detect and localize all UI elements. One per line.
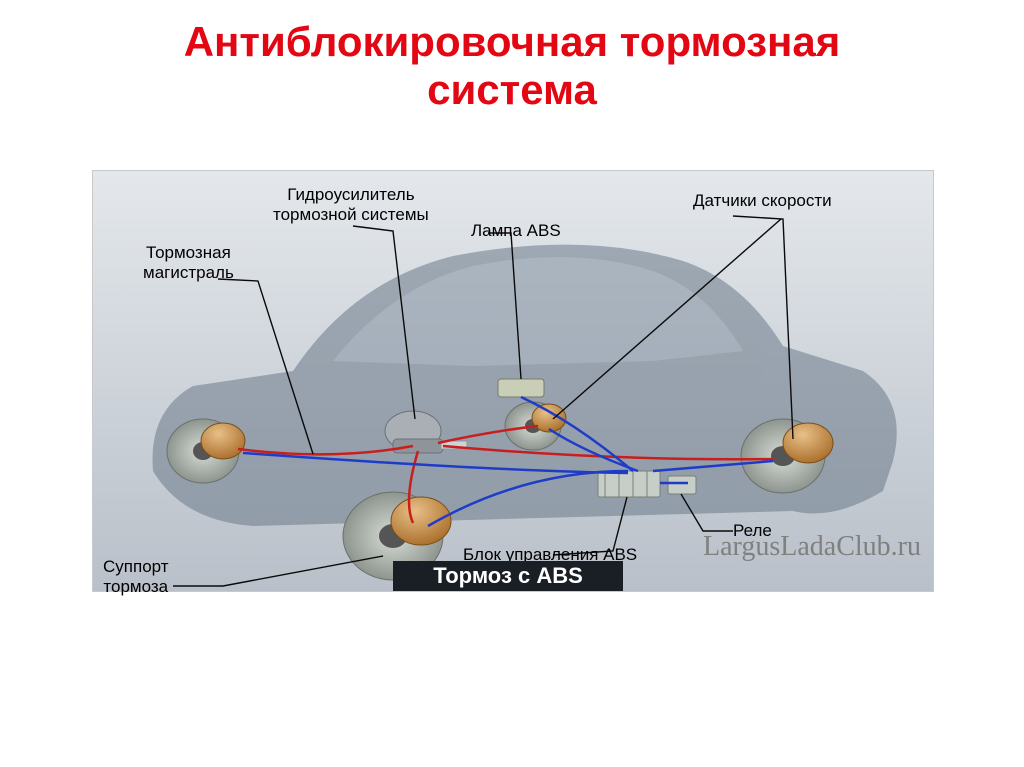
- abs-lamp-icon: [498, 379, 544, 397]
- abs-diagram: Гидроусилитель тормозной системы Тормозн…: [92, 170, 934, 592]
- watermark: LargusLadaClub.ru: [703, 531, 921, 563]
- label-hydro-booster: Гидроусилитель тормозной системы: [273, 185, 429, 224]
- relay-icon: [668, 476, 696, 494]
- page-title: Антиблокировочная тормозная система: [0, 18, 1024, 114]
- label-brake-line: Тормозная магистраль: [143, 243, 234, 282]
- label-caliper: Суппорт тормоза: [103, 557, 169, 596]
- diagram-banner: Тормоз с ABS: [393, 561, 623, 591]
- label-abs-lamp: Лампа ABS: [471, 221, 561, 241]
- title-line-2: система: [0, 66, 1024, 114]
- label-speed-sensors: Датчики скорости: [693, 191, 832, 211]
- title-line-1: Антиблокировочная тормозная: [0, 18, 1024, 66]
- abs-ecu-icon: [598, 471, 660, 497]
